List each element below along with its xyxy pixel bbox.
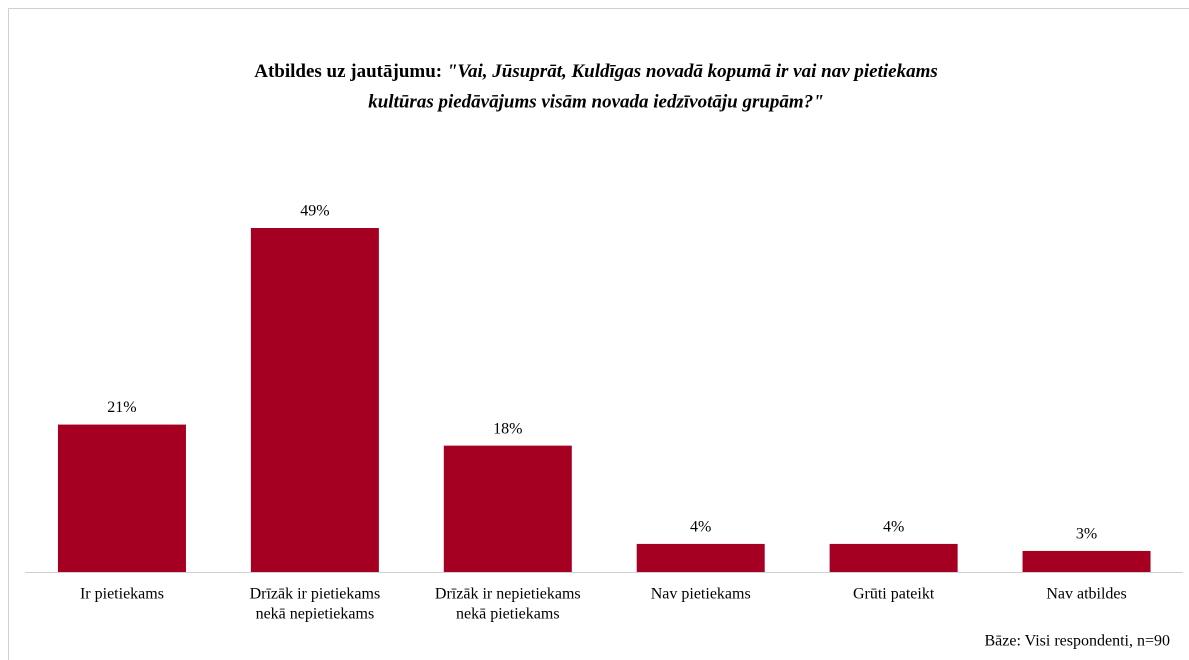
x-tick-label: Grūti pateikt bbox=[853, 586, 935, 603]
x-tick-label: Nav atbildes bbox=[1046, 586, 1126, 603]
x-tick-label: Drīzāk ir pietiekams bbox=[250, 586, 381, 603]
value-label: 18% bbox=[493, 420, 522, 437]
bar bbox=[57, 424, 186, 572]
value-label: 4% bbox=[883, 519, 904, 536]
footnote: Bāze: Visi respondenti, n=90 bbox=[984, 633, 1170, 650]
title-question: kultūras piedāvājums visām novada iedzīv… bbox=[368, 91, 824, 112]
x-tick-label: nekā pietiekams bbox=[456, 606, 560, 623]
value-label: 3% bbox=[1076, 526, 1097, 543]
value-label: 21% bbox=[107, 399, 136, 416]
x-tick-label: Ir pietiekams bbox=[80, 586, 164, 603]
chart-frame bbox=[8, 8, 1189, 660]
bar bbox=[636, 543, 765, 572]
bar bbox=[829, 543, 958, 572]
bar bbox=[443, 445, 572, 572]
title-question: "Vai, Jūsuprāt, Kuldīgas novadā kopumā i… bbox=[447, 61, 938, 82]
x-tick-label: nekā nepietiekams bbox=[256, 606, 375, 623]
bar bbox=[250, 228, 379, 572]
bar bbox=[1022, 550, 1151, 572]
chart-title: Atbildes uz jautājumu: "Vai, Jūsuprāt, K… bbox=[254, 61, 938, 82]
x-tick-label: Drīzāk ir nepietiekams bbox=[435, 586, 581, 603]
title-prefix: Atbildes uz jautājumu: bbox=[254, 61, 442, 82]
value-label: 49% bbox=[300, 203, 329, 220]
x-tick-label: Nav pietiekams bbox=[651, 586, 751, 603]
value-label: 4% bbox=[690, 519, 711, 536]
